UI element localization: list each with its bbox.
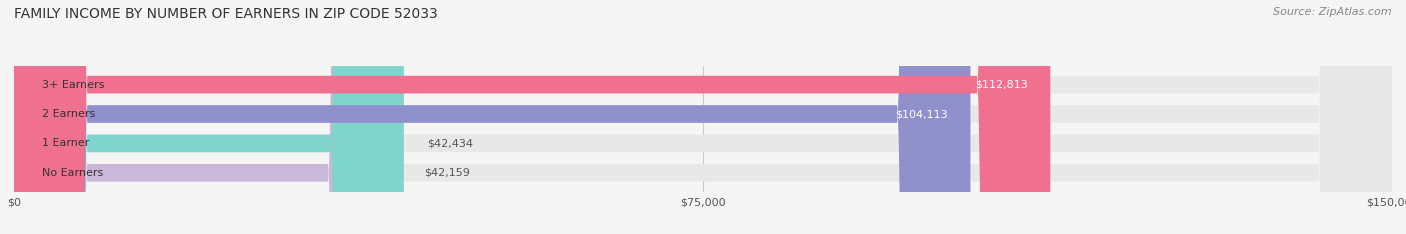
Text: Source: ZipAtlas.com: Source: ZipAtlas.com [1274,7,1392,17]
FancyBboxPatch shape [14,0,404,234]
FancyBboxPatch shape [14,0,970,234]
FancyBboxPatch shape [14,0,401,234]
Text: No Earners: No Earners [42,168,103,178]
Text: 3+ Earners: 3+ Earners [42,80,104,90]
Text: $112,813: $112,813 [974,80,1028,90]
Text: 1 Earner: 1 Earner [42,138,89,148]
FancyBboxPatch shape [14,0,1050,234]
Text: $104,113: $104,113 [894,109,948,119]
FancyBboxPatch shape [14,0,1392,234]
Text: $42,159: $42,159 [425,168,470,178]
FancyBboxPatch shape [14,0,1392,234]
FancyBboxPatch shape [14,0,1392,234]
FancyBboxPatch shape [14,0,1392,234]
Text: 2 Earners: 2 Earners [42,109,94,119]
Text: FAMILY INCOME BY NUMBER OF EARNERS IN ZIP CODE 52033: FAMILY INCOME BY NUMBER OF EARNERS IN ZI… [14,7,437,21]
Text: $42,434: $42,434 [427,138,472,148]
